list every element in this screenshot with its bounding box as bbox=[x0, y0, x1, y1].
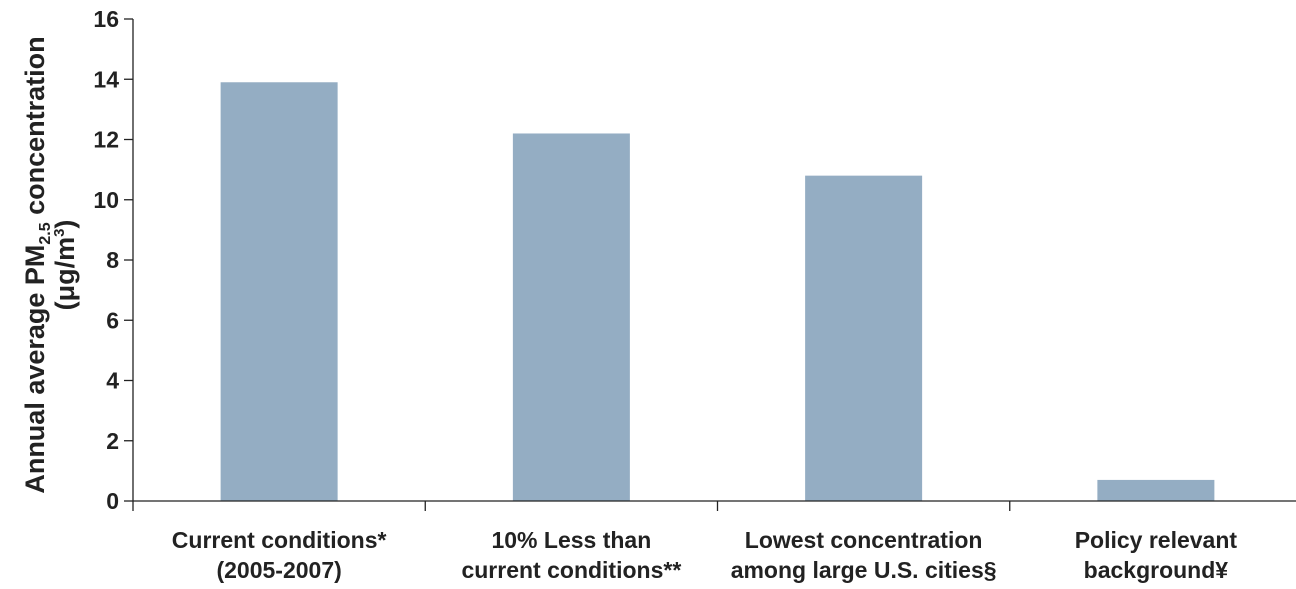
x-category-label-2: Lowest concentration among large U.S. cit… bbox=[731, 527, 997, 583]
y-axis: 0 2 4 6 8 10 12 14 16 bbox=[93, 6, 134, 514]
y-tick-label-1: 2 bbox=[106, 428, 119, 454]
y-axis-label-line2: (μg/m3) bbox=[50, 220, 80, 311]
x-category-label-1: 10% Less than current conditions** bbox=[461, 527, 681, 583]
bar-1 bbox=[512, 133, 630, 501]
y-tick-label-2: 4 bbox=[106, 368, 119, 394]
bars-group bbox=[220, 82, 1215, 501]
bar-0 bbox=[220, 82, 338, 501]
x-axis: Current conditions* (2005-2007) 10% Less t… bbox=[132, 500, 1296, 583]
y-tick-label-8: 16 bbox=[93, 6, 119, 32]
y-tick-label-3: 6 bbox=[106, 307, 119, 333]
x-category-label-3: Policy relevant background¥ bbox=[1075, 527, 1238, 583]
y-tick-label-4: 8 bbox=[106, 247, 119, 273]
bar-2 bbox=[805, 175, 923, 501]
y-axis-label: Annual average PM2.5 concentration (μg/m… bbox=[20, 36, 80, 493]
bar-3 bbox=[1097, 479, 1215, 501]
y-axis-label-line1: Annual average PM2.5 concentration bbox=[20, 36, 54, 493]
y-tick-label-7: 14 bbox=[93, 66, 119, 92]
y-tick-label-6: 12 bbox=[93, 127, 119, 153]
y-tick-label-5: 10 bbox=[93, 187, 119, 213]
y-tick-label-0: 0 bbox=[106, 488, 119, 514]
x-category-label-0: Current conditions* (2005-2007) bbox=[172, 527, 387, 583]
